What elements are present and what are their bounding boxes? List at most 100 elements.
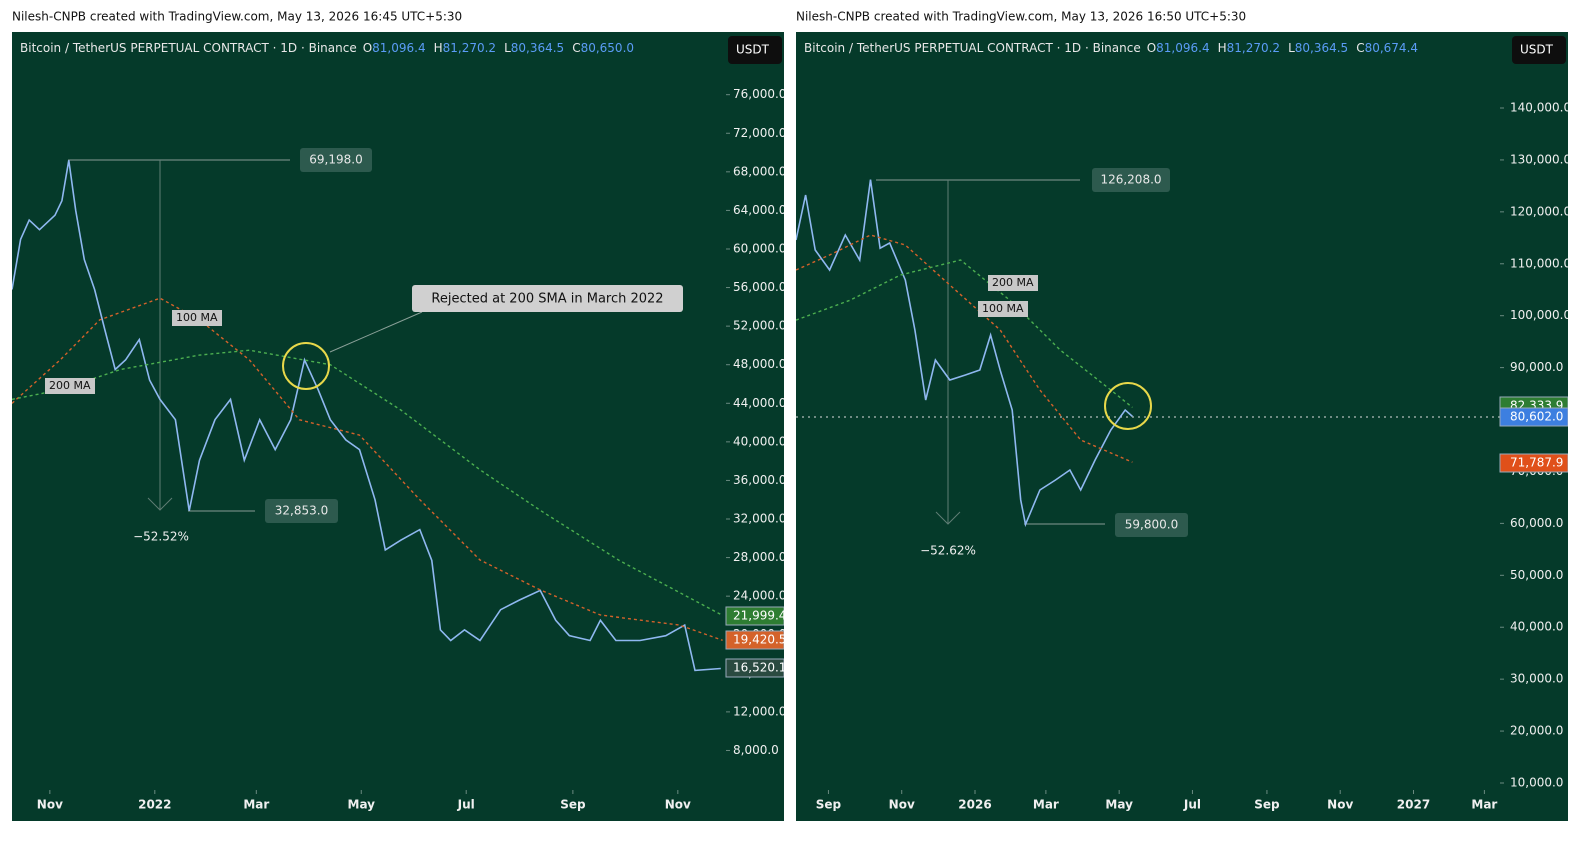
- symbol: Bitcoin / TetherUS PERPETUAL CONTRACT · …: [20, 41, 357, 55]
- x-tick-label: 2022: [138, 798, 171, 812]
- x-tick-label: Nov: [1327, 798, 1353, 812]
- high-label: 126,208.0: [1100, 173, 1161, 187]
- ohlc-value: 80,364.5: [511, 41, 564, 55]
- x-tick-label: Nov: [37, 798, 63, 812]
- ma-label-box: [978, 301, 1028, 317]
- symbol: Bitcoin / TetherUS PERPETUAL CONTRACT · …: [804, 41, 1141, 55]
- y-tick-label: 40,000.0: [1510, 620, 1563, 634]
- highlight-circle: [1104, 382, 1152, 430]
- ohlc-value: 81,270.2: [443, 41, 496, 55]
- ohlc-value: 81,270.2: [1227, 41, 1280, 55]
- high-label-box: [300, 148, 372, 172]
- ohlc-value: 80,674.4: [1365, 41, 1418, 55]
- price-label: 21,999.4: [733, 609, 786, 623]
- low-label-box: [1115, 513, 1188, 537]
- chart-panel: Bitcoin / TetherUS PERPETUAL CONTRACT · …: [796, 32, 1571, 821]
- y-tick-label: 64,000.0: [733, 203, 786, 217]
- y-tick-label: 36,000.0: [733, 473, 786, 487]
- ohlc-key: C: [572, 41, 580, 55]
- low-label-box: [265, 499, 338, 523]
- x-tick-label: Sep: [1254, 798, 1280, 812]
- ohlc-key: O: [1147, 41, 1156, 55]
- y-tick-label: 44,000.0: [733, 396, 786, 410]
- ohlc-key: H: [434, 41, 443, 55]
- price-series: [12, 160, 721, 672]
- x-tick-label: Jul: [1183, 798, 1201, 812]
- y-tick-label: 8,000.0: [733, 743, 779, 757]
- x-tick-label: Nov: [889, 798, 915, 812]
- y-tick-label: 40,000.0: [733, 434, 786, 448]
- measure-arrow: [147, 497, 173, 511]
- x-tick-label: Sep: [816, 798, 842, 812]
- y-tick-label: 100,000.0: [1510, 308, 1571, 322]
- y-tick-label: 56,000.0: [733, 280, 786, 294]
- y-tick-label: 60,000.0: [1510, 516, 1563, 530]
- y-tick-label: 140,000.0: [1510, 101, 1571, 115]
- low-label: 59,800.0: [1125, 518, 1178, 532]
- ma-label: 200 MA: [992, 276, 1034, 289]
- y-tick-label: 130,000.0: [1510, 152, 1571, 166]
- moving-average: [796, 259, 1133, 408]
- ohlc-key: C: [1356, 41, 1364, 55]
- x-tick-label: May: [348, 798, 376, 812]
- ma-label: 200 MA: [49, 379, 91, 392]
- currency-button: [728, 36, 782, 64]
- x-tick-label: 2026: [958, 798, 991, 812]
- y-tick-label: 24,000.0: [733, 589, 786, 603]
- ohlc-key: H: [1218, 41, 1227, 55]
- price-label: 16,520.1: [733, 661, 786, 675]
- callout-line: [329, 311, 423, 353]
- x-tick-label: May: [1105, 798, 1133, 812]
- x-tick-label: Sep: [560, 798, 586, 812]
- y-tick-label: 68,000.0: [733, 164, 786, 178]
- ma-label: 100 MA: [982, 302, 1024, 315]
- moving-average: [12, 349, 723, 617]
- change-label: −52.62%: [920, 544, 976, 558]
- ohlc-key: O: [363, 41, 372, 55]
- ma-label-box: [988, 275, 1038, 291]
- ohlc-value: 80,364.5: [1295, 41, 1348, 55]
- x-tick-label: Mar: [1471, 798, 1497, 812]
- moving-average: [12, 297, 723, 641]
- price-label-box: [725, 606, 784, 626]
- ohlc-value: 81,096.4: [1156, 41, 1209, 55]
- y-tick-label: 110,000.0: [1510, 256, 1571, 270]
- x-tick-label: Mar: [1033, 798, 1059, 812]
- chart-background: [12, 32, 784, 821]
- chart-panel: Bitcoin / TetherUS PERPETUAL CONTRACT · …: [12, 32, 786, 821]
- credit: Nilesh-CNPB created with TradingView.com…: [796, 10, 1246, 24]
- y-tick-label: 28,000.0: [733, 550, 786, 564]
- price-label-box: [1499, 407, 1568, 427]
- x-tick-label: Jul: [457, 798, 475, 812]
- ma-label-box: [45, 378, 95, 394]
- y-tick-label: 72,000.0: [733, 126, 786, 140]
- ma-label: 100 MA: [176, 311, 218, 324]
- ohlc-key: L: [1288, 41, 1295, 55]
- currency-label: USDT: [736, 43, 770, 57]
- high-label-box: [1092, 168, 1170, 192]
- ohlc-value: 81,096.4: [372, 41, 425, 55]
- credit: Nilesh-CNPB created with TradingView.com…: [12, 10, 462, 24]
- y-tick-label: 50,000.0: [1510, 568, 1563, 582]
- high-label: 69,198.0: [309, 153, 362, 167]
- y-tick-label: 76,000.0: [733, 87, 786, 101]
- currency-button: [1512, 36, 1566, 64]
- callout-text: Rejected at 200 SMA in March 2022: [431, 292, 663, 307]
- y-tick-label: 52,000.0: [733, 319, 786, 333]
- price-label-box: [725, 658, 784, 678]
- symbol-header: Bitcoin / TetherUS PERPETUAL CONTRACT · …: [20, 41, 634, 55]
- symbol-header: Bitcoin / TetherUS PERPETUAL CONTRACT · …: [804, 41, 1418, 55]
- price-label-box: [725, 630, 784, 650]
- currency-label: USDT: [1520, 43, 1554, 57]
- price-label: 19,420.5: [733, 633, 786, 647]
- price-series: [796, 179, 1133, 528]
- ohlc-value: 80,650.0: [581, 41, 634, 55]
- ma-label-box: [172, 310, 222, 326]
- highlight-circle: [282, 342, 330, 390]
- chart-background: [796, 32, 1568, 821]
- y-tick-label: 32,000.0: [733, 512, 786, 526]
- y-tick-label: 20,000.0: [1510, 724, 1563, 738]
- y-tick-label: 12,000.0: [733, 704, 786, 718]
